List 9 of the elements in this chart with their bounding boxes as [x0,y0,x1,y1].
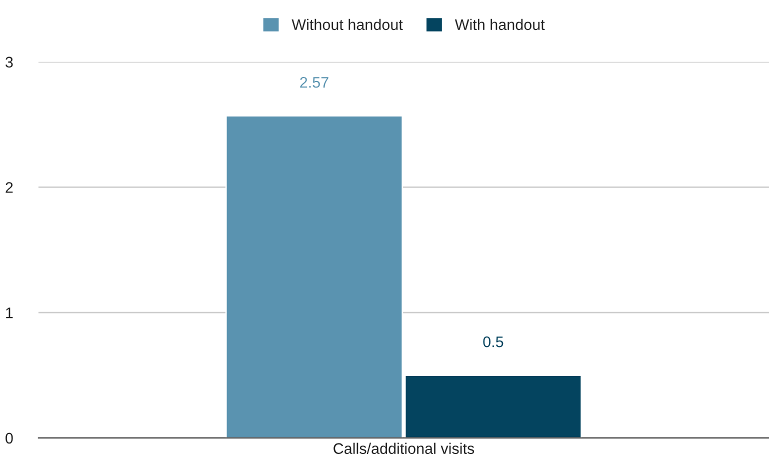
legend-label: With handout [454,18,545,30]
y-tick-label: 1 [6,308,13,318]
legend-label: Without handout [292,18,403,30]
data-label: 2.57 [300,76,328,88]
y-tick-label: 3 [6,56,13,68]
data-label: 0.5 [483,336,504,348]
y-tick-label: 0 [6,432,13,444]
x-tick-label: Calls/additional visits [334,442,474,454]
y-tick-label: 2 [6,182,13,193]
